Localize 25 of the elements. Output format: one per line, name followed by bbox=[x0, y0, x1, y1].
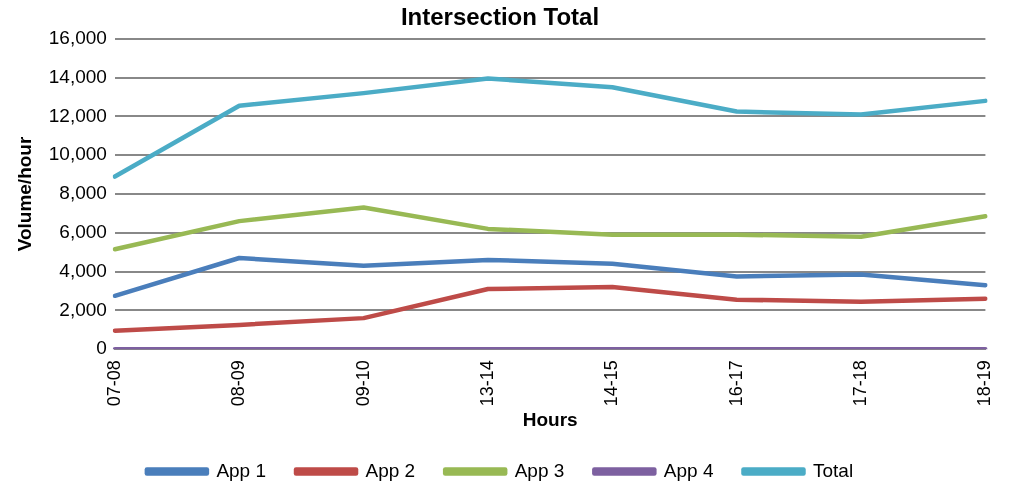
y-tick-label: 0 bbox=[96, 337, 107, 359]
legend-label: App 2 bbox=[365, 459, 416, 481]
y-tick-label: 8,000 bbox=[59, 182, 107, 204]
y-tick-label: 4,000 bbox=[59, 259, 107, 281]
y-tick-label: 2,000 bbox=[59, 298, 107, 320]
x-tick-label: 14-15 bbox=[601, 360, 622, 407]
legend-label: Total bbox=[812, 459, 854, 481]
x-tick-label: 07-08 bbox=[103, 360, 124, 407]
x-tick-label: 18-19 bbox=[974, 360, 995, 407]
y-tick-label: 12,000 bbox=[48, 104, 107, 126]
x-tick-label: 16-17 bbox=[725, 360, 746, 407]
x-tick-label: 13-14 bbox=[476, 360, 497, 407]
y-tick-label: 6,000 bbox=[59, 221, 107, 243]
legend-label: App 4 bbox=[663, 459, 714, 481]
x-tick-label: 08-09 bbox=[228, 360, 249, 407]
x-tick-label: 17-18 bbox=[850, 360, 871, 407]
legend-label: App 1 bbox=[216, 459, 267, 481]
x-axis-title: Hours bbox=[522, 408, 578, 430]
y-tick-label: 10,000 bbox=[48, 143, 107, 165]
legend-label: App 3 bbox=[514, 459, 565, 481]
y-tick-label: 16,000 bbox=[48, 27, 107, 49]
x-tick-label: 09-10 bbox=[352, 360, 373, 407]
y-tick-label: 14,000 bbox=[48, 65, 107, 87]
chart-title: Intersection Total bbox=[400, 3, 600, 31]
y-axis-title: Volume/hour bbox=[13, 136, 35, 252]
